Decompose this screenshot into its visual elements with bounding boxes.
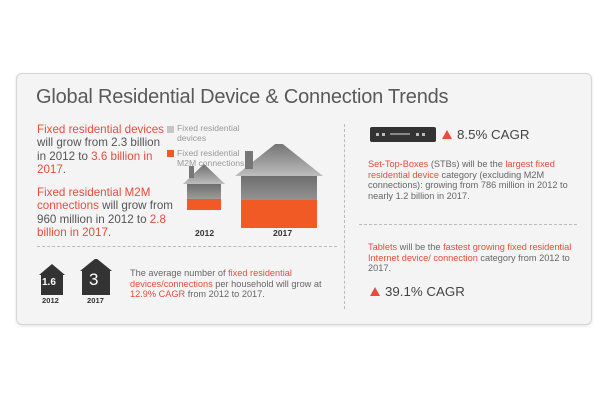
highlight: Fixed residential M2M connections [37, 186, 151, 213]
per-household-text: The average number of fixed residential … [130, 268, 330, 300]
highlight: Set-Top-Boxes [368, 159, 429, 169]
up-triangle-icon [442, 130, 452, 139]
highlight: 3.6 billion in 2017 [37, 149, 153, 176]
year-label-2017: 2017 [273, 228, 293, 238]
stb-text: Set-Top-Boxes (STBs) will be the largest… [368, 159, 578, 201]
highlight: fixed residential devices/connections [130, 268, 292, 289]
highlight: fastest growing fixed residential Intern… [368, 242, 572, 263]
divider-horizontal [37, 246, 337, 247]
household-value-2017: 3 [89, 270, 99, 289]
text: will grow from 2.3 billion in 2012 to [37, 136, 161, 163]
text: per household will grow at [212, 278, 322, 289]
highlight: Tablets [368, 242, 398, 252]
up-triangle-icon [370, 287, 380, 296]
small-house-2017-icon [80, 259, 112, 295]
tablets-text: Tablets will be the fastest growing fixe… [368, 242, 578, 274]
household-year-2017: 2017 [87, 296, 104, 305]
text: category (excluding M2M connections): gr… [368, 169, 568, 201]
legend-swatch-devices [167, 126, 174, 133]
text: will grow from 960 million in 2012 to [37, 199, 173, 226]
legend-devices: Fixed residential devices [177, 123, 240, 143]
small-house-2012-icon [39, 264, 65, 295]
set-top-box-icon [370, 127, 436, 142]
text: The average number of [130, 268, 229, 278]
house-2012-icon [183, 164, 225, 210]
legend-swatch-m2m [167, 150, 174, 157]
infographic-panel: Global Residential Device & Connection T… [16, 73, 592, 325]
divider-right [359, 224, 577, 225]
houses-graphic [183, 144, 323, 228]
tablets-cagr: 39.1% CAGR [370, 284, 465, 299]
text: will be the [397, 242, 444, 252]
household-year-2012: 2012 [42, 296, 59, 305]
m2m-connections-text: Fixed residential M2M connections will g… [37, 186, 177, 239]
legend-m2m: Fixed residential M2M connections [177, 148, 245, 168]
text: . [107, 225, 112, 239]
divider-vertical [344, 124, 345, 309]
highlight: 12.9% CAGR [130, 289, 186, 300]
text: . [62, 162, 67, 176]
house-2017-icon [235, 144, 323, 228]
page-title: Global Residential Device & Connection T… [36, 86, 449, 108]
year-label-2012: 2012 [195, 228, 215, 238]
household-value-2012: 1.6 [42, 277, 56, 288]
stb-cagr-value: 8.5% CAGR [457, 127, 530, 142]
highlight: Fixed residential devices [37, 123, 164, 136]
household-houses-graphic [39, 259, 112, 295]
tablets-cagr-value: 39.1% CAGR [385, 284, 465, 299]
stb-cagr: 8.5% CAGR [442, 127, 529, 142]
fixed-devices-text: Fixed residential devices will grow from… [37, 123, 172, 176]
highlight: 2.8 billion in 2017 [37, 212, 166, 239]
text: category from 2012 to 2017. [368, 252, 570, 274]
text: from 2012 to 2017. [185, 289, 265, 300]
highlight: largest fixed residential device [368, 159, 555, 180]
text: (STBs) will be the [428, 159, 506, 169]
